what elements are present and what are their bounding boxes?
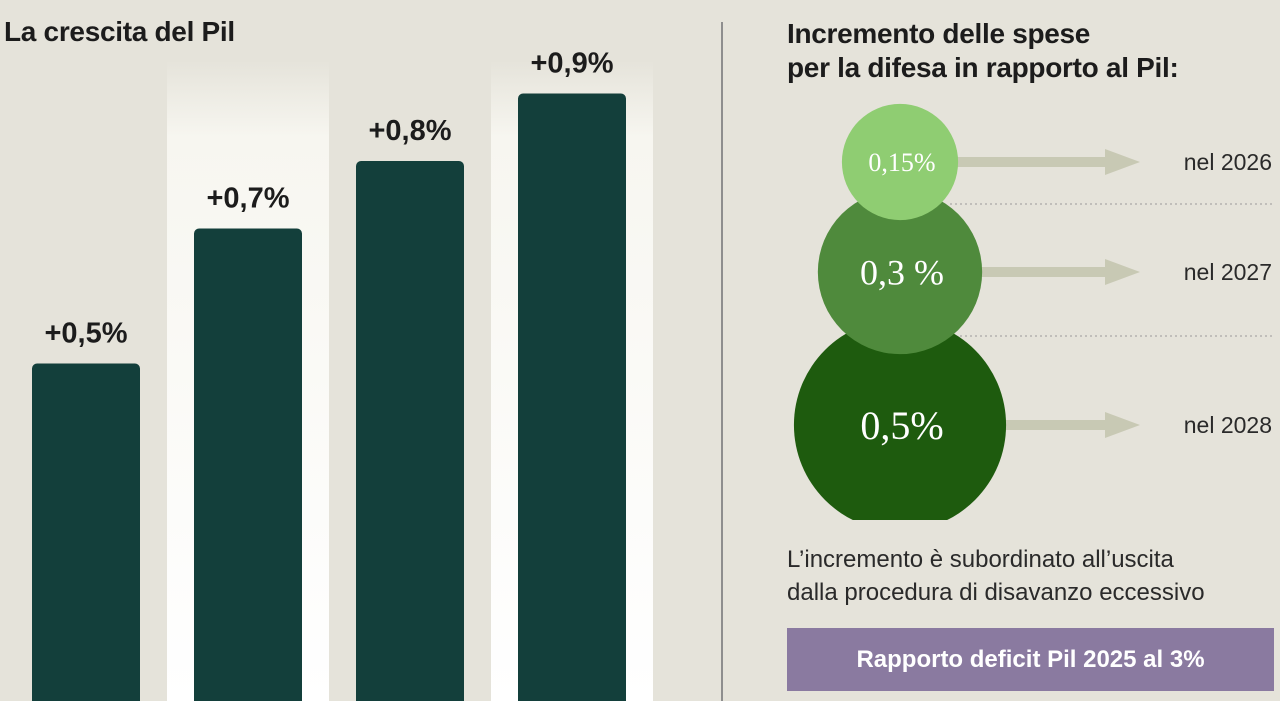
bubble-3 (793, 318, 1007, 520)
condition-note-line-1: L’incremento è subordinato all’uscita (787, 546, 1174, 573)
growth-chart-title: La crescita del Pil (4, 16, 235, 47)
bar-2 (194, 228, 302, 701)
bar-4 (518, 93, 626, 701)
year-label-2: nel 2027 (1184, 259, 1272, 285)
arrow-shaft-3 (930, 420, 1105, 430)
arrow-head-2 (1105, 259, 1140, 285)
year-label-3: nel 2028 (1184, 412, 1272, 438)
defense-title-line-2: per la difesa in rapporto al Pil: (787, 52, 1179, 83)
defense-chart-title: Incremento delle spese per la difesa in … (787, 17, 1179, 85)
bubble-label-3: 0,5% (860, 403, 943, 448)
arrow-head-3 (1105, 412, 1140, 438)
bar-1 (32, 363, 140, 701)
defense-title-line-1: Incremento delle spese (787, 18, 1091, 49)
condition-note-line-2: dalla procedura di disavanzo eccessivo (787, 579, 1205, 606)
bar-label-2: +0,7% (206, 183, 289, 215)
bar-3 (356, 161, 464, 701)
year-label-1: nel 2026 (1184, 149, 1272, 175)
defense-bubble-chart: 0,15% nel 2026 0,3 % nel 2027 0,5% nel 2028 (793, 103, 1275, 520)
bubble-1 (841, 103, 959, 221)
bar-label-4: +0,9% (530, 48, 613, 80)
bubble-label-2: 0,3 % (860, 253, 944, 293)
bar-label-1: +0,5% (44, 318, 127, 350)
bubble-2 (817, 189, 983, 355)
deficit-ratio-box: Rapporto deficit Pil 2025 al 3% (787, 628, 1274, 691)
condition-note: L’incremento è subordinato all’uscita da… (787, 543, 1205, 609)
arrow-head-1 (1105, 149, 1140, 175)
bubble-label-1: 0,15% (868, 148, 935, 177)
arrow-shaft-2 (930, 267, 1105, 277)
growth-bar-chart: +0,5% +0,7% +0,8% +0,9% (32, 48, 653, 701)
panel-divider (721, 22, 723, 701)
bar-label-3: +0,8% (368, 115, 451, 147)
arrow-shaft-1 (930, 157, 1105, 167)
